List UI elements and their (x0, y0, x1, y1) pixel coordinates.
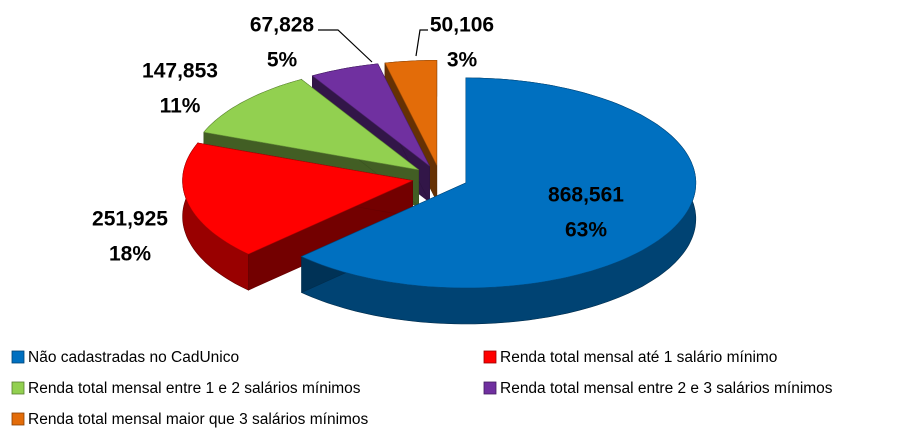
legend-label: Renda total mensal até 1 salário mínimo (500, 349, 777, 366)
value-label: 147,853 (142, 60, 218, 83)
value-label: 67,828 (250, 14, 315, 37)
slice (300, 77, 697, 289)
value-label: 251,925 (92, 208, 168, 231)
percent-label: 5% (267, 49, 298, 72)
percent-label: 11% (160, 95, 201, 118)
percent-label: 63% (565, 219, 607, 242)
legend-swatch (483, 350, 497, 364)
legend-swatch (11, 412, 25, 426)
leader-line (318, 29, 373, 63)
legend-label: Renda total mensal entre 1 e 2 salários … (28, 380, 361, 397)
percent-label: 18% (109, 243, 151, 266)
value-label: 50,106 (430, 14, 494, 37)
legend-swatch (11, 381, 25, 395)
slice (384, 60, 438, 166)
slice-group (182, 142, 414, 291)
legend-label: Renda total mensal entre 2 e 3 salários … (500, 380, 833, 397)
percent-label: 3% (447, 49, 478, 72)
legend-swatch (11, 350, 25, 364)
slice (182, 142, 414, 255)
legend-label: Não cadastradas no CadUnico (28, 349, 239, 366)
slice-group (300, 77, 697, 325)
slice (311, 63, 430, 167)
value-label: 868,561 (548, 184, 624, 207)
leader-line (415, 29, 428, 57)
slice (203, 79, 419, 171)
legend-label: Renda total mensal maior que 3 salários … (28, 411, 369, 428)
legend-swatch (483, 381, 497, 395)
